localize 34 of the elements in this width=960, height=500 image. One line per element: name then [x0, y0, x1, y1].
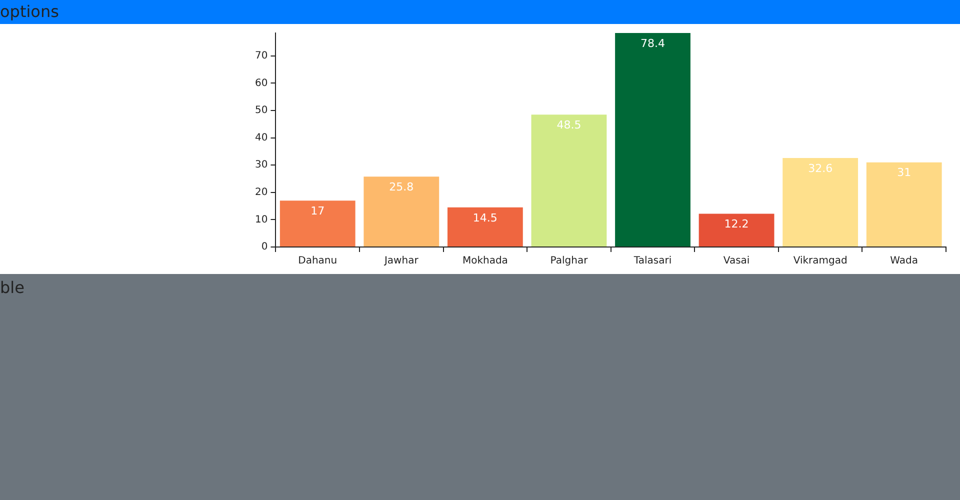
- y-tick-label: 20: [254, 187, 268, 198]
- text: options: [0, 0, 960, 24]
- y-tick-label: 60: [254, 78, 268, 89]
- x-tick-label: Vikramgad: [793, 256, 848, 267]
- data-label: 12.2: [724, 218, 749, 231]
- y-tick-label: 10: [254, 214, 268, 226]
- data-label: 31: [897, 166, 912, 180]
- bar: [866, 162, 942, 246]
- data-label: 78.4: [640, 36, 666, 50]
- bar: [280, 200, 356, 246]
- data-label: 17: [310, 204, 325, 218]
- text: ble: [0, 274, 960, 500]
- y-tick-label: 50: [254, 105, 268, 116]
- data-label: 48.5: [556, 118, 582, 132]
- y-tick-label: 40: [254, 132, 268, 144]
- data-label: 14.5: [472, 211, 498, 224]
- bar: [531, 114, 607, 246]
- x-tick-label: Vasai: [723, 256, 750, 267]
- y-tick-label: 0: [261, 242, 268, 253]
- data-label: 25.8: [389, 180, 414, 194]
- x-tick-label: Wada: [890, 256, 918, 267]
- y-tick-label: 70: [254, 50, 268, 62]
- bar: [615, 33, 690, 246]
- x-tick-label: Mokhada: [462, 256, 508, 267]
- x-tick-label: Palghar: [550, 256, 589, 267]
- x-tick-label: Talasari: [632, 256, 672, 267]
- x-tick-label: Dahanu: [298, 256, 338, 267]
- data-label: 32.6: [808, 162, 833, 175]
- y-tick-label: 30: [254, 160, 268, 171]
- x-tick-label: Jawhar: [383, 256, 420, 267]
- bar: [698, 214, 774, 246]
- bar: [364, 176, 440, 246]
- bar: [782, 158, 858, 246]
- bar: [447, 207, 523, 246]
